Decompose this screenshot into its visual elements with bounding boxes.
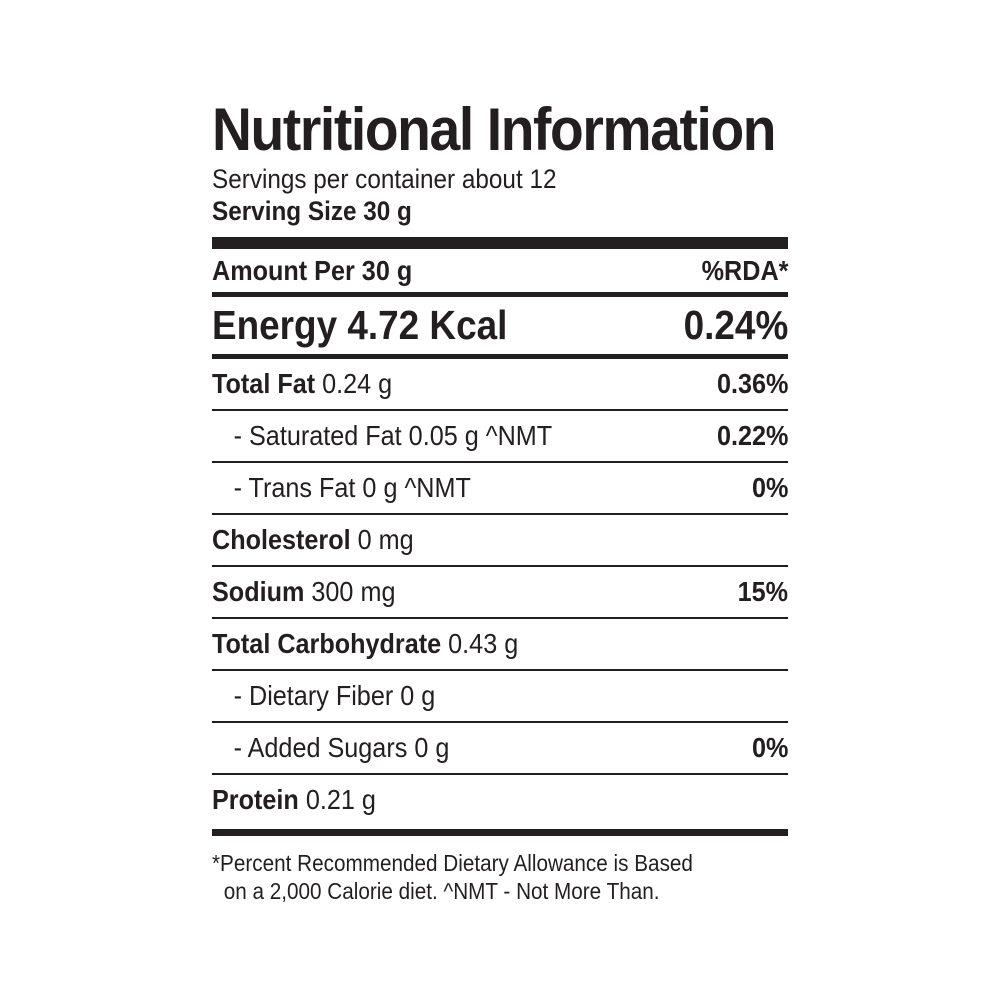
footnote-line-1: *Percent Recommended Dietary Allowance i… [212,850,693,876]
nutrient-row-protein: Protein 0.21 g [212,775,788,825]
nutrient-row-sodium: Sodium 300 mg 15% [212,567,788,617]
nutrient-rda: 0% [751,472,788,503]
nutrient-name: Total Fat [212,368,316,399]
nutrient-row-saturated-fat: - Saturated Fat 0.05 g ^NMT 0.22% [212,411,788,461]
nutrient-row-added-sugars: - Added Sugars 0 g 0% [212,723,788,773]
nutrient-name: Sodium [212,576,305,607]
nutrient-name: - Trans Fat 0 g ^NMT [233,472,471,503]
divider-thin [212,409,788,411]
nutrient-name: Total Carbohydrate [212,628,442,659]
nutrient-name: Cholesterol [212,524,351,555]
nutrient-rda: 15% [737,576,788,607]
nutrient-name: - Saturated Fat 0.05 g ^NMT [233,420,553,451]
serving-size: Serving Size 30 g [212,196,412,226]
amount-per-label: Amount Per 30 g [212,254,413,286]
energy-row: Energy 4.72 Kcal 0.24% [212,297,788,354]
divider-thin [212,513,788,515]
energy-rda: 0.24% [683,302,788,348]
divider-thin [212,721,788,723]
divider-thin [212,565,788,567]
divider-thin [212,617,788,619]
divider-bottom [212,829,788,836]
divider-thin [212,669,788,671]
nutrient-amount: 0 mg [350,524,414,555]
divider-thin [212,461,788,463]
nutrient-row-dietary-fiber: - Dietary Fiber 0 g [212,671,788,721]
nutrient-name: - Dietary Fiber 0 g [233,680,436,711]
nutrient-amount: 300 mg [304,576,396,607]
nutrient-name: - Added Sugars 0 g [233,732,450,763]
amount-header-row: Amount Per 30 g %RDA* [212,249,788,292]
divider-medium [212,354,788,359]
nutrient-amount: 0.24 g [315,368,393,399]
servings-per-container: Servings per container about 12 [212,164,557,194]
nutrient-amount: 0.21 g [298,784,376,815]
footnote-line-2: on a 2,000 Calorie diet. ^NMT - Not More… [223,878,660,904]
divider-thick [212,237,788,249]
nutrient-name: Protein [212,784,299,815]
nutrient-rda: 0.36% [716,368,788,399]
rda-header: %RDA* [701,254,788,286]
nutrient-row-cholesterol: Cholesterol 0 mg [212,515,788,565]
energy-label: Energy 4.72 Kcal [212,302,508,348]
divider-thin [212,773,788,775]
divider-medium [212,292,788,297]
label-title: Nutritional Information [212,96,777,163]
nutrient-rda: 0.22% [716,420,788,451]
nutrition-label: Nutritional Information Servings per con… [212,98,788,905]
nutrient-row-total-fat: Total Fat 0.24 g 0.36% [212,359,788,409]
nutrient-row-trans-fat: - Trans Fat 0 g ^NMT 0% [212,463,788,513]
footnote: *Percent Recommended Dietary Allowance i… [212,849,730,905]
nutrient-amount: 0.43 g [441,628,519,659]
nutrient-row-total-carbohydrate: Total Carbohydrate 0.43 g [212,619,788,669]
nutrient-rda: 0% [751,732,788,763]
